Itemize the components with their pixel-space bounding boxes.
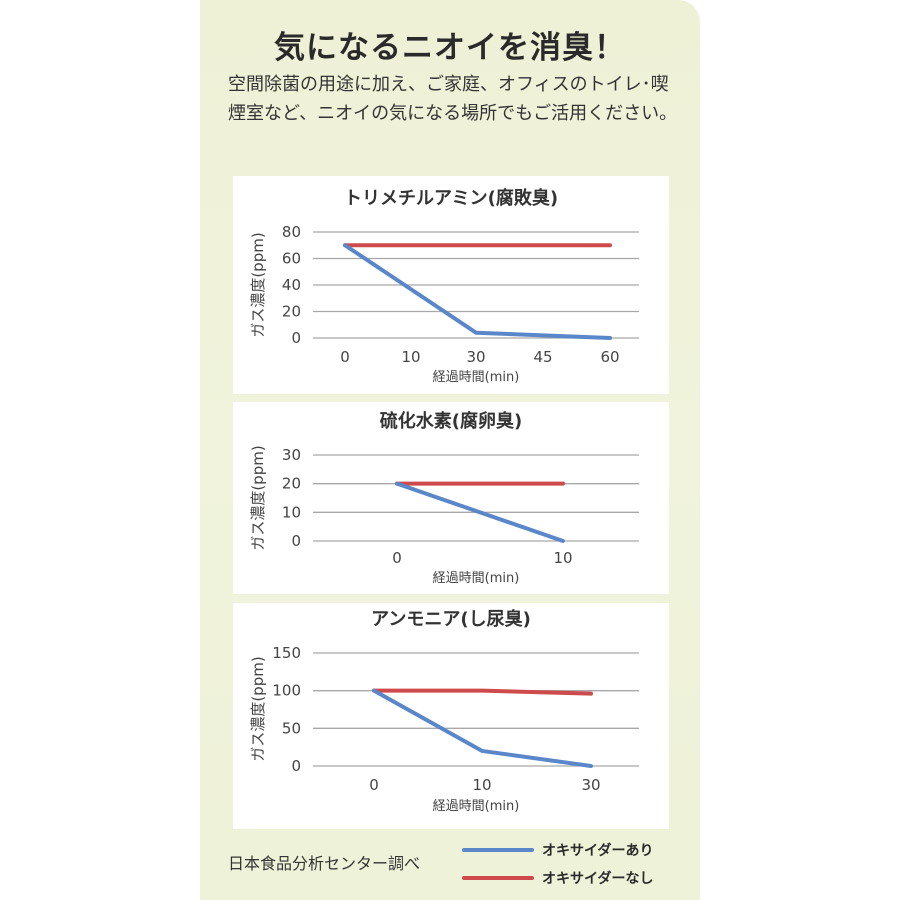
y-axis-label: ガス濃度(ppm) [249, 232, 267, 337]
y-axis-label: ガス濃度(ppm) [249, 656, 267, 761]
page-title: 気になるニオイを消臭！ [274, 30, 626, 66]
series-line-with [372, 688, 593, 768]
y-tick-label: 0 [291, 757, 301, 775]
chart-panel-ammonia: アンモニア(し尿臭) 0 50 100 150 0 10 30 経過時間(min) ガス濃度(pp… [233, 603, 669, 829]
chart-title: トリメチルアミン(腐敗臭) [344, 187, 558, 209]
chart-svg-0: トリメチルアミン(腐敗臭) 0 20 40 60 80 0 10 30 45 60 経過時間(min)… [249, 187, 639, 385]
y-tick-label: 100 [272, 682, 301, 700]
y-tick-label: 0 [291, 329, 301, 347]
y-tick-label: 10 [282, 503, 301, 521]
description-text: 空間除菌の用途に加え、ご家庭、オフィスのトイレ･喫煙室など、ニオイの気になる場所… [228, 74, 678, 124]
y-tick-label: 40 [282, 276, 301, 294]
x-tick-label: 10 [553, 549, 572, 567]
y-axis-label: ガス濃度(ppm) [249, 445, 267, 550]
legend-line-with [462, 848, 534, 852]
x-tick-label: 60 [600, 348, 619, 366]
y-tick-label: 30 [282, 446, 301, 464]
x-tick-label: 10 [401, 348, 420, 366]
series-line-with [395, 481, 565, 543]
chart-svg-1: 硫化水素(腐卵臭) 0 10 20 30 0 10 経過時間(min) ガス濃度(ppm) [249, 410, 639, 586]
legend-label-with: オキサイダーあり [542, 843, 654, 859]
y-tick-label: 150 [272, 644, 301, 662]
x-tick-label: 0 [392, 549, 402, 567]
y-tick-label: 80 [282, 223, 301, 241]
x-tick-label: 10 [472, 776, 491, 794]
x-axis-label: 経過時間(min) [433, 370, 520, 385]
x-tick-label: 0 [340, 348, 350, 366]
series-line-with [343, 243, 612, 340]
chart-title: アンモニア(し尿臭) [371, 608, 531, 630]
y-tick-label: 60 [282, 250, 301, 268]
x-tick-label: 45 [533, 348, 552, 366]
source-note: 日本食品分析センター調べ [228, 854, 421, 873]
series-line-without [372, 688, 593, 696]
y-tick-label: 50 [282, 719, 301, 737]
y-tick-label: 20 [282, 475, 301, 493]
odor-card: 気になるニオイを消臭！ 空間除菌の用途に加え、ご家庭、オフィスのトイレ･喫煙室な… [200, 0, 700, 900]
y-tick-label: 0 [291, 532, 301, 550]
x-axis-label: 経過時間(min) [433, 571, 520, 586]
x-tick-label: 30 [466, 348, 485, 366]
legend-line-without [462, 876, 534, 880]
x-axis-label: 経過時間(min) [433, 799, 520, 814]
chart-svg-2: アンモニア(し尿臭) 0 50 100 150 0 10 30 経過時間(min) ガス濃度(pp… [249, 608, 639, 814]
chart-title: 硫化水素(腐卵臭) [380, 410, 522, 432]
chart-panel-hydrogen-sulfide: 硫化水素(腐卵臭) 0 10 20 30 0 10 経過時間(min) ガス濃度(ppm) [233, 402, 669, 594]
x-tick-label: 0 [369, 776, 379, 794]
legend-label-without: オキサイダーなし [542, 871, 654, 887]
chart-panel-trimethylamine: トリメチルアミン(腐敗臭) 0 20 40 60 80 0 10 30 45 60 経過時間(min)… [233, 176, 669, 394]
y-tick-label: 20 [282, 303, 301, 321]
x-tick-label: 30 [581, 776, 600, 794]
